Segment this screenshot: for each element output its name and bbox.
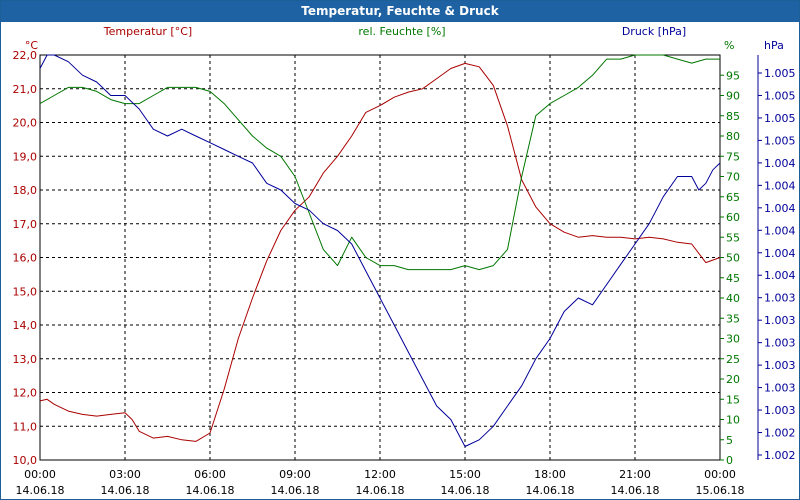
humidity-tick-label: 40 (726, 292, 740, 305)
humidity-tick-label: 60 (726, 211, 740, 224)
humidity-tick-label: 15 (726, 393, 740, 406)
humidity-tick-label: 65 (726, 191, 740, 204)
time-tick-label: 15:00 (449, 468, 481, 481)
time-tick-label: 09:00 (279, 468, 311, 481)
humidity-tick-label: 70 (726, 171, 740, 184)
chart-title: Temperatur, Feuchte & Druck (1, 1, 799, 22)
humidity-tick-label: 55 (726, 231, 740, 244)
time-tick-label: 21:00 (619, 468, 651, 481)
time-tick-label: 12:00 (364, 468, 396, 481)
humidity-tick-label: 0 (726, 454, 733, 467)
temperature-tick-label: 14,0 (13, 319, 38, 332)
temperature-tick-label: 10,0 (13, 454, 38, 467)
date-tick-label: 14.06.18 (611, 484, 660, 497)
pressure-tick-label: 1.004 (764, 179, 796, 192)
temperature-axis: 10,0 11,0 12,0 13,0 14,0 15,0 16,0 17,0 18,0 19,0… (13, 49, 38, 467)
humidity-tick-label: 75 (726, 150, 740, 163)
humidity-tick-label: 30 (726, 333, 740, 346)
humidity-tick-label: 25 (726, 353, 740, 366)
temperature-tick-label: 20,0 (13, 117, 38, 130)
date-tick-label: 14.06.18 (271, 484, 320, 497)
date-tick-label: 15.06.18 (696, 484, 745, 497)
pressure-tick-label: 1.005 (764, 134, 796, 147)
humidity-line (39, 54, 720, 271)
temperature-unit: °C (25, 39, 39, 52)
temperature-tick-label: 21,0 (13, 83, 38, 96)
pressure-axis-label: Druck [hPa] (622, 25, 686, 38)
pressure-axis: 1.002 1.002 1.003 1.003 1.003 1.003 1.003 1.003… (757, 55, 796, 462)
grid-lines (40, 55, 720, 460)
humidity-tick-label: 95 (726, 69, 740, 82)
pressure-tick-label: 1.004 (764, 247, 796, 260)
pressure-tick-label: 1.003 (764, 359, 796, 372)
temperature-tick-label: 22,0 (13, 49, 38, 62)
time-axis: 00:00 14.06.18 03:00 14.06.18 06:00 14.06.18 0… (16, 468, 745, 497)
temperature-tick-label: 17,0 (13, 218, 38, 231)
pressure-tick-label: 1.002 (764, 449, 796, 462)
temperature-tick-label: 19,0 (13, 150, 38, 163)
temperature-axis-label: Temperatur [°C] (103, 25, 192, 38)
humidity-tick-label: 45 (726, 272, 740, 285)
series-group (39, 54, 721, 447)
pressure-tick-label: 1.003 (764, 314, 796, 327)
humidity-tick-label: 35 (726, 312, 740, 325)
date-tick-label: 14.06.18 (16, 484, 65, 497)
time-tick-label: 18:00 (534, 468, 566, 481)
humidity-tick-label: 85 (726, 110, 740, 123)
temperature-tick-label: 11,0 (13, 420, 38, 433)
time-tick-label: 06:00 (194, 468, 226, 481)
date-tick-label: 14.06.18 (441, 484, 490, 497)
humidity-tick-label: 80 (726, 130, 740, 143)
temperature-tick-label: 16,0 (13, 252, 38, 265)
humidity-tick-label: 10 (726, 414, 740, 427)
pressure-line (39, 54, 721, 447)
pressure-tick-label: 1.003 (764, 337, 796, 350)
pressure-tick-label: 1.002 (764, 427, 796, 440)
date-tick-label: 14.06.18 (356, 484, 405, 497)
pressure-tick-label: 1.004 (764, 269, 796, 282)
temperature-tick-label: 18,0 (13, 184, 38, 197)
date-tick-label: 14.06.18 (186, 484, 235, 497)
time-tick-label: 03:00 (109, 468, 141, 481)
pressure-tick-label: 1.005 (764, 89, 796, 102)
pressure-tick-label: 1.005 (764, 67, 796, 80)
date-tick-label: 14.06.18 (526, 484, 575, 497)
time-tick-label: 00:00 (24, 468, 56, 481)
time-tick-label: 00:00 (704, 468, 736, 481)
humidity-tick-label: 50 (726, 252, 740, 265)
pressure-tick-label: 1.003 (764, 292, 796, 305)
pressure-tick-label: 1.005 (764, 112, 796, 125)
pressure-tick-label: 1.003 (764, 382, 796, 395)
temperature-tick-label: 15,0 (13, 285, 38, 298)
temperature-tick-label: 13,0 (13, 353, 38, 366)
pressure-tick-label: 1.004 (764, 224, 796, 237)
pressure-tick-label: 1.003 (764, 404, 796, 417)
temperature-line (39, 62, 721, 442)
temperature-tick-label: 12,0 (13, 387, 38, 400)
pressure-tick-label: 1.004 (764, 202, 796, 215)
date-tick-label: 14.06.18 (101, 484, 150, 497)
humidity-axis: 0 5 10 15 20 25 30 35 40 45 50 55 60 65 70 75 80 85 90 95 (720, 69, 740, 467)
humidity-tick-label: 90 (726, 90, 740, 103)
pressure-tick-label: 1.004 (764, 157, 796, 170)
humidity-tick-label: 5 (726, 434, 733, 447)
humidity-axis-label: rel. Feuchte [%] (358, 25, 445, 38)
humidity-unit: % (724, 39, 734, 52)
pressure-unit: hPa (764, 39, 784, 52)
humidity-tick-label: 20 (726, 373, 740, 386)
